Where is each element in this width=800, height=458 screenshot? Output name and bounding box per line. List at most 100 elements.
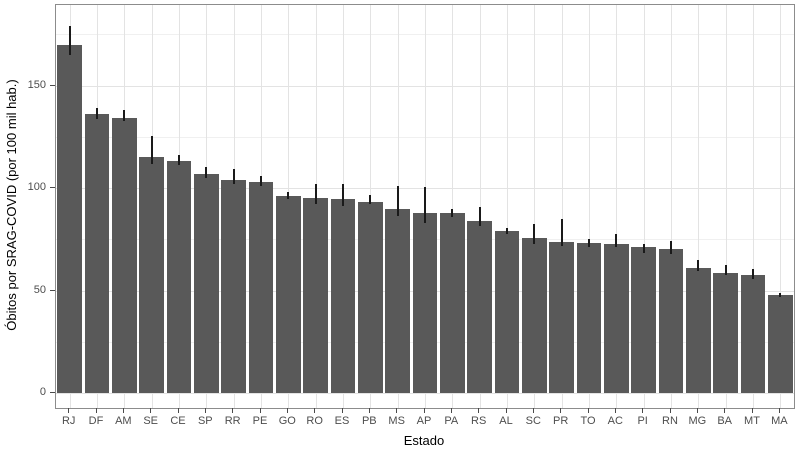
bar-CE [166,161,192,394]
x-axis-tick-label: CE [170,415,186,427]
x-axis-tick-label: AM [115,415,132,427]
x-axis-tick [587,408,589,413]
x-axis-tick [95,408,97,413]
x-axis-tick-label: ES [334,415,350,427]
bar-RJ [57,44,82,394]
bar-RR [221,179,246,394]
x-axis-tick-label: RN [662,415,678,427]
error-bar-PA [451,208,454,217]
x-axis-tick [122,408,124,413]
x-axis-tick-label: RJ [61,415,76,427]
x-axis-tick [368,408,370,413]
x-axis-tick [177,408,179,413]
vertical-gridline [561,5,563,408]
y-axis-tick-label: 50 [33,283,46,296]
y-axis-tick [50,187,55,189]
x-axis-tick-label: AP [416,415,432,427]
error-bar-PI [642,244,645,253]
x-axis-tick-label: MT [744,415,760,427]
error-bar-PR [560,218,563,247]
x-axis-tick [341,408,343,413]
bar-PB [358,202,383,394]
x-axis-tick-label: DF [88,415,104,427]
x-axis-tick [450,408,452,413]
y-axis-tick [50,84,55,86]
x-axis-tick [778,408,780,413]
x-axis-tick-label: TO [580,415,596,427]
vertical-gridline [753,5,754,408]
x-axis-tick-label: PA [444,415,459,427]
bar-RS [467,220,492,394]
x-axis-tick [423,408,425,413]
error-bar-SC [533,223,536,245]
error-bar-DF [96,108,98,120]
x-axis-tick-label: SP [197,415,213,427]
vertical-gridline [671,5,672,408]
error-bar-CE [178,155,180,166]
vertical-gridline [698,5,700,408]
x-axis-tick-label: PI [637,415,648,427]
bar-MG [686,267,711,394]
bar-RO [303,198,328,394]
x-axis-tick-label: PE [252,415,268,427]
x-axis-tick [204,408,206,413]
error-bar-RJ [68,26,71,55]
x-axis-tick-label: AC [607,415,623,427]
error-bar-AM [123,110,126,122]
bar-MS [385,208,410,394]
vertical-gridline [452,5,454,408]
x-axis-tick-label: PB [361,415,377,427]
error-bar-RR [232,168,235,184]
bar-PR [549,242,574,394]
bar-BA [713,273,738,394]
x-axis-tick [259,408,261,413]
x-axis-tick [751,408,753,413]
x-axis-title: Estado [403,433,445,448]
bar-SE [139,157,164,394]
bar-MT [740,275,766,394]
bar-AP [412,212,438,394]
bar-AC [604,244,629,394]
bar-GO [276,196,301,394]
error-bar-MG [697,259,700,272]
error-bar-TO [588,239,590,248]
vertical-gridline [616,5,618,408]
x-axis-tick-label: SE [143,415,158,427]
bar-MA [768,294,793,394]
bar-AM [112,118,137,394]
x-axis-tick-label: MS [388,415,405,427]
error-bar-BA [724,264,727,276]
bar-AL [494,231,520,394]
error-bar-ES [342,183,344,207]
vertical-gridline [534,5,536,408]
x-axis-tick-label: RO [306,415,323,427]
bar-SP [194,173,219,394]
x-axis-tick [478,408,480,413]
bar-TO [576,243,602,394]
x-axis-tick [150,408,152,413]
x-axis-tick [396,408,398,413]
vertical-gridline [589,5,590,408]
error-bar-PB [369,195,372,205]
vertical-gridline [643,5,645,408]
error-bar-RS [478,206,481,226]
bar-PI [631,247,656,394]
x-axis-tick [669,408,671,413]
x-axis-tick-label: AL [499,415,513,427]
x-axis-tick-label: GO [278,415,296,427]
bar-RN [658,248,684,394]
plot-panel [55,4,795,409]
error-bar-AC [615,234,618,248]
x-axis-tick [696,408,698,413]
x-axis-tick-label: RS [471,415,487,427]
x-axis-tick [286,408,288,413]
x-axis-tick-label: PR [553,415,569,427]
error-bar-GO [287,192,290,200]
x-axis-tick [724,408,726,413]
x-axis-tick [614,408,616,413]
x-axis-tick [68,408,70,413]
x-axis-tick [642,408,644,413]
error-bar-PE [260,175,262,186]
y-axis-tick-label: 0 [39,386,46,399]
error-bar-AL [506,228,508,235]
